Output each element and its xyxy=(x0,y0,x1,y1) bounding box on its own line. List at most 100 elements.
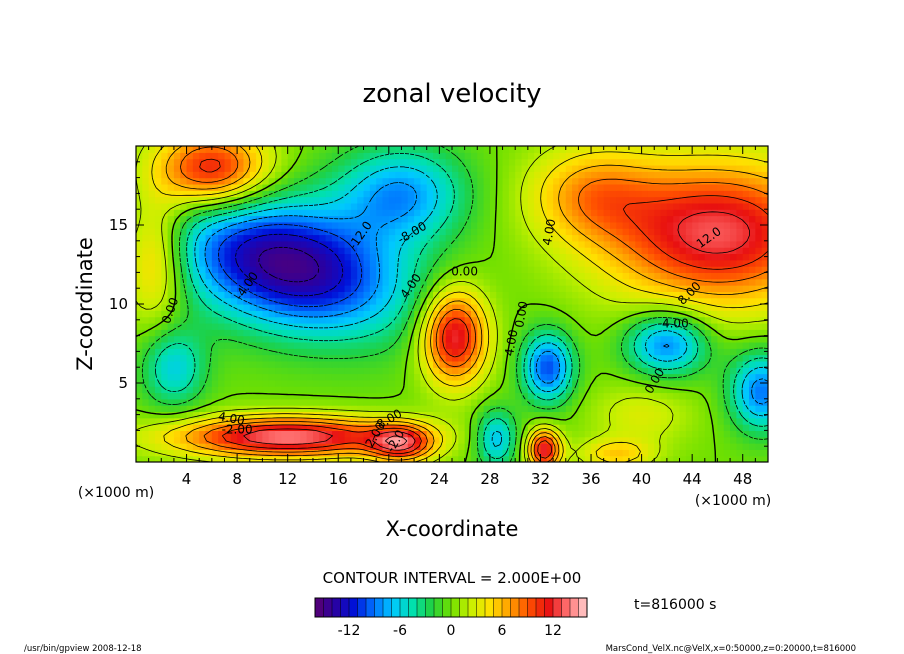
heatmap-cell xyxy=(401,436,409,444)
heatmap-cell xyxy=(635,443,643,450)
heatmap-cell xyxy=(154,266,162,273)
heatmap-cell xyxy=(319,291,327,299)
heatmap-cell xyxy=(401,146,409,153)
heatmap-cell xyxy=(673,266,681,273)
heatmap-cell xyxy=(730,285,737,292)
heatmap-cell xyxy=(673,164,681,172)
heatmap-cell xyxy=(230,234,238,242)
heatmap-cell xyxy=(761,386,768,394)
heatmap-cell xyxy=(224,348,232,356)
heatmap-cell xyxy=(685,379,693,387)
heatmap-cell xyxy=(376,335,384,343)
heatmap-cell xyxy=(401,152,409,160)
heatmap-cell xyxy=(338,392,346,400)
heatmap-cell xyxy=(452,259,459,267)
heatmap-cell xyxy=(376,278,384,286)
heatmap-cell xyxy=(673,171,681,179)
heatmap-cell xyxy=(249,417,257,425)
heatmap-cell xyxy=(401,202,409,210)
heatmap-cell xyxy=(470,190,478,198)
heatmap-cell xyxy=(376,234,384,242)
heatmap-cell xyxy=(319,221,327,229)
heatmap-cell xyxy=(502,443,510,450)
heatmap-cell xyxy=(654,310,662,318)
heatmap-cell xyxy=(426,436,434,444)
heatmap-cell xyxy=(711,398,719,406)
heatmap-cell xyxy=(704,278,712,286)
heatmap-cell xyxy=(363,386,371,394)
heatmap-cell xyxy=(173,266,181,273)
heatmap-cell xyxy=(186,171,194,179)
heatmap-cell xyxy=(211,183,219,191)
heatmap-cell xyxy=(515,177,523,185)
heatmap-cell xyxy=(192,367,200,375)
heatmap-cell xyxy=(344,398,352,406)
heatmap-cell xyxy=(256,379,263,387)
heatmap-cell xyxy=(420,417,428,425)
heatmap-cell xyxy=(502,316,510,324)
heatmap-cell xyxy=(249,335,257,343)
heatmap-cell xyxy=(685,455,693,462)
heatmap-cell xyxy=(319,247,327,255)
heatmap-cell xyxy=(527,417,535,425)
heatmap-cell xyxy=(603,215,611,223)
heatmap-cell xyxy=(489,341,497,349)
heatmap-cell xyxy=(338,411,346,419)
heatmap-cell xyxy=(154,272,162,280)
heatmap-cell xyxy=(148,379,156,387)
heatmap-cell xyxy=(572,164,579,172)
heatmap-cell xyxy=(300,278,308,286)
heatmap-cell xyxy=(679,354,687,362)
heatmap-cell xyxy=(673,367,681,375)
heatmap-cell xyxy=(167,247,175,255)
heatmap-cell xyxy=(534,272,542,280)
heatmap-cell xyxy=(534,240,542,248)
heatmap-cell xyxy=(742,411,750,419)
heatmap-cell xyxy=(553,228,561,236)
heatmap-cell xyxy=(319,335,327,343)
heatmap-cell xyxy=(496,209,504,217)
heatmap-cell xyxy=(496,171,504,179)
heatmap-cell xyxy=(325,272,333,280)
heatmap-cell xyxy=(616,436,624,444)
heatmap-cell xyxy=(496,177,504,185)
heatmap-cell xyxy=(439,146,447,153)
heatmap-cell xyxy=(635,240,643,248)
heatmap-cell xyxy=(666,430,674,438)
heatmap-cell xyxy=(565,171,573,179)
heatmap-cell xyxy=(363,152,371,160)
heatmap-cell xyxy=(508,183,516,191)
heatmap-cell xyxy=(433,405,440,413)
heatmap-cell xyxy=(660,228,668,236)
heatmap-cell xyxy=(211,278,219,286)
heatmap-cell xyxy=(534,354,542,362)
heatmap-cell xyxy=(679,297,687,305)
heatmap-cell xyxy=(559,190,567,198)
heatmap-cell xyxy=(325,379,333,387)
heatmap-cell xyxy=(534,253,542,261)
heatmap-cell xyxy=(546,146,554,153)
heatmap-cell xyxy=(641,322,649,330)
heatmap-cell xyxy=(173,310,181,318)
heatmap-cell xyxy=(761,278,768,286)
heatmap-cell xyxy=(654,304,662,311)
heatmap-cell xyxy=(647,240,655,248)
heatmap-cell xyxy=(584,297,592,305)
heatmap-cell xyxy=(603,417,611,425)
heatmap-cell xyxy=(477,272,485,280)
heatmap-cell xyxy=(445,253,453,261)
heatmap-cell xyxy=(559,360,567,368)
heatmap-cell xyxy=(534,386,542,394)
heatmap-cell xyxy=(136,234,143,242)
heatmap-cell xyxy=(369,234,377,242)
heatmap-cell xyxy=(344,455,352,462)
heatmap-cell xyxy=(761,259,768,267)
heatmap-cell xyxy=(382,443,390,450)
heatmap-cell xyxy=(610,228,617,236)
heatmap-cell xyxy=(666,291,674,299)
heatmap-cell xyxy=(268,253,276,261)
heatmap-cell xyxy=(369,335,377,343)
heatmap-cell xyxy=(256,291,263,299)
heatmap-cell xyxy=(256,354,263,362)
heatmap-cell xyxy=(186,297,194,305)
